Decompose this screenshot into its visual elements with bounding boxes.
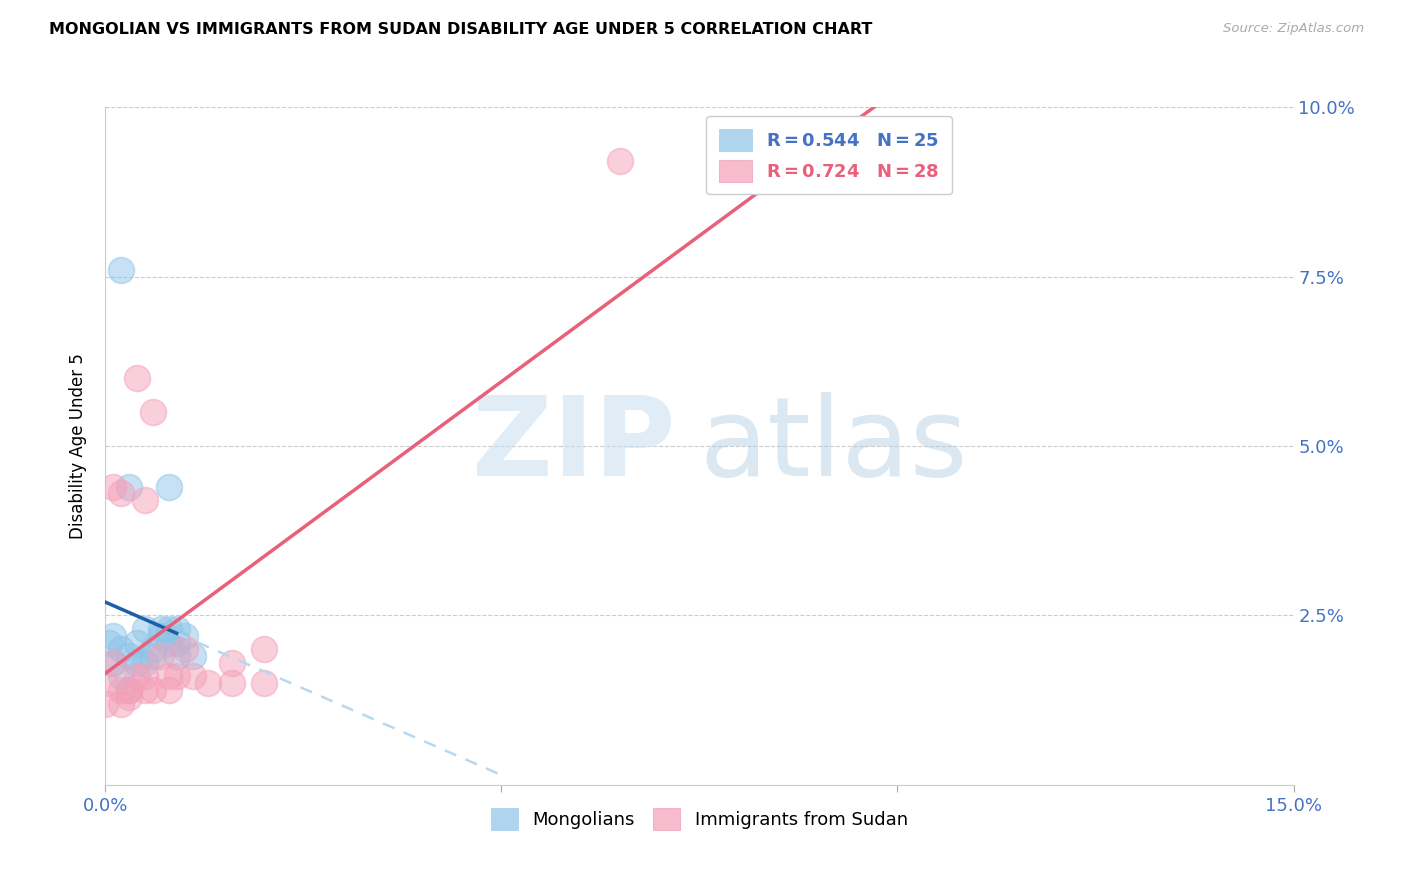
Point [110, 697, 132, 711]
Point [127, 371, 149, 385]
Point [98, 635, 121, 649]
Point [173, 629, 195, 643]
Point [118, 683, 141, 698]
Point [173, 642, 195, 657]
Point [157, 635, 180, 649]
Point [103, 656, 125, 670]
Point [94, 697, 117, 711]
Point [142, 649, 165, 664]
Point [157, 622, 180, 636]
Text: ZIP: ZIP [472, 392, 676, 500]
Point [110, 262, 132, 277]
Point [118, 690, 141, 704]
Point [166, 669, 188, 683]
Point [166, 649, 188, 664]
Point [110, 669, 132, 683]
Y-axis label: Disability Age Under 5: Disability Age Under 5 [69, 353, 87, 539]
Point [181, 649, 204, 664]
Point [134, 669, 156, 683]
Text: atlas: atlas [700, 392, 967, 500]
Point [118, 649, 141, 664]
Point [127, 656, 149, 670]
Point [181, 669, 204, 683]
Point [118, 683, 141, 698]
Point [149, 649, 172, 664]
Point [166, 622, 188, 636]
Point [142, 642, 165, 657]
Point [253, 642, 276, 657]
Point [94, 676, 117, 690]
Point [609, 154, 631, 169]
Text: MONGOLIAN VS IMMIGRANTS FROM SUDAN DISABILITY AGE UNDER 5 CORRELATION CHART: MONGOLIAN VS IMMIGRANTS FROM SUDAN DISAB… [49, 22, 873, 37]
Point [134, 683, 156, 698]
Point [134, 622, 156, 636]
Point [157, 683, 180, 698]
Point [103, 480, 125, 494]
Point [221, 676, 243, 690]
Text: Source: ZipAtlas.com: Source: ZipAtlas.com [1223, 22, 1364, 36]
Point [127, 669, 149, 683]
Point [221, 656, 243, 670]
Legend: Mongolians, Immigrants from Sudan: Mongolians, Immigrants from Sudan [484, 800, 915, 837]
Point [157, 669, 180, 683]
Point [110, 642, 132, 657]
Point [127, 635, 149, 649]
Point [149, 629, 172, 643]
Point [197, 676, 219, 690]
Point [134, 493, 156, 508]
Point [110, 486, 132, 500]
Point [142, 405, 165, 419]
Point [110, 683, 132, 698]
Point [166, 635, 188, 649]
Point [118, 480, 141, 494]
Point [142, 683, 165, 698]
Point [157, 480, 180, 494]
Point [134, 656, 156, 670]
Point [103, 656, 125, 670]
Point [103, 629, 125, 643]
Point [149, 622, 172, 636]
Point [253, 676, 276, 690]
